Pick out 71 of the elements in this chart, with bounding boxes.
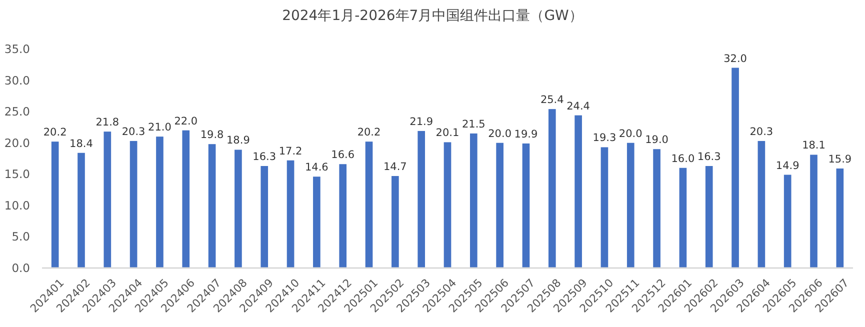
data-label: 32.0 — [724, 52, 747, 65]
bar — [705, 166, 713, 268]
bar — [51, 142, 59, 268]
data-label: 14.7 — [383, 161, 407, 174]
data-label: 25.4 — [540, 94, 564, 106]
data-label: 16.3 — [252, 151, 276, 164]
bar — [286, 160, 294, 268]
data-label: 19.0 — [645, 134, 668, 146]
data-label: 20.1 — [436, 127, 460, 140]
bar — [392, 176, 399, 268]
bar — [156, 136, 164, 268]
y-tick-label: 10.0 — [4, 198, 30, 212]
y-tick-label: 25.0 — [4, 104, 30, 119]
bar — [208, 144, 216, 268]
bar — [339, 164, 347, 268]
data-label: 20.2 — [357, 126, 381, 139]
bar — [600, 147, 608, 268]
bar — [548, 109, 556, 268]
data-label: 16.6 — [331, 149, 355, 162]
bar — [784, 174, 792, 268]
bar — [574, 115, 582, 268]
data-label: 24.4 — [566, 100, 590, 112]
data-label: 17.2 — [278, 145, 302, 158]
bar — [470, 133, 478, 268]
bar — [313, 176, 320, 268]
y-tick-label: 35.0 — [4, 42, 30, 56]
bar — [260, 166, 268, 268]
bar — [496, 142, 504, 268]
data-label: 16.0 — [671, 152, 695, 165]
bar — [104, 132, 112, 268]
data-label: 18.9 — [226, 134, 250, 147]
y-tick-label: 0.0 — [12, 261, 30, 276]
bar — [418, 130, 425, 268]
data-label: 19.8 — [200, 129, 224, 142]
data-label: 21.5 — [462, 118, 486, 130]
data-label: 21.0 — [148, 122, 172, 134]
bar — [522, 143, 530, 268]
data-label: 20.3 — [122, 126, 146, 138]
data-label: 18.4 — [70, 138, 94, 150]
bar — [365, 142, 373, 268]
bar — [810, 154, 818, 268]
data-label: 20.2 — [43, 126, 67, 139]
data-label: 20.0 — [618, 128, 642, 140]
bar — [444, 142, 452, 268]
chart-title: 2024年1月-2026年7月中国组件出口量（GW） — [282, 8, 583, 24]
data-label: 19.9 — [514, 128, 538, 140]
bar — [130, 140, 138, 268]
bar — [78, 152, 85, 268]
data-label: 14.6 — [305, 162, 329, 174]
data-label: 15.9 — [828, 154, 852, 166]
y-tick-label: 15.0 — [4, 167, 30, 182]
data-label: 16.3 — [697, 151, 721, 164]
data-label: 18.1 — [802, 140, 826, 152]
data-label: 22.0 — [174, 115, 198, 128]
y-tick-label: 5.0 — [12, 230, 30, 244]
y-tick-label: 30.0 — [4, 73, 30, 88]
bar — [653, 149, 660, 268]
bar — [836, 168, 844, 268]
data-label: 14.9 — [776, 160, 800, 172]
bar — [758, 140, 766, 268]
bar — [182, 130, 190, 268]
bar — [234, 150, 242, 268]
data-label: 20.3 — [750, 126, 774, 138]
data-label: 19.3 — [592, 132, 616, 144]
bar — [732, 68, 739, 268]
bar — [679, 168, 687, 268]
bar — [626, 142, 634, 268]
data-label: 20.0 — [488, 128, 512, 140]
data-label: 21.8 — [96, 116, 120, 129]
data-label: 21.9 — [410, 116, 434, 128]
y-tick-label: 20.0 — [4, 136, 30, 150]
